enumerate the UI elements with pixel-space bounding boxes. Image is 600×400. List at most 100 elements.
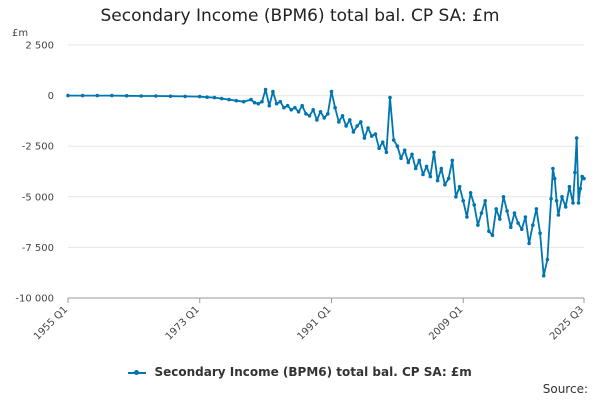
data-point[interactable] <box>348 118 352 122</box>
data-point[interactable] <box>249 97 253 102</box>
data-point[interactable] <box>359 120 363 124</box>
data-point[interactable] <box>402 148 407 152</box>
data-point[interactable] <box>446 176 451 181</box>
data-point[interactable] <box>541 273 546 278</box>
data-point[interactable] <box>267 103 272 108</box>
data-point[interactable] <box>454 195 458 199</box>
data-point[interactable] <box>421 172 425 177</box>
data-point[interactable] <box>574 136 579 140</box>
data-point[interactable] <box>252 100 257 105</box>
data-point[interactable] <box>183 94 187 99</box>
data-point[interactable] <box>512 211 517 215</box>
data-point[interactable] <box>552 176 557 181</box>
data-point[interactable] <box>388 95 392 100</box>
data-point[interactable] <box>311 108 316 112</box>
data-point[interactable] <box>494 207 499 211</box>
data-point[interactable] <box>110 93 114 98</box>
data-point[interactable] <box>256 101 261 106</box>
data-point[interactable] <box>516 221 520 225</box>
data-point[interactable] <box>241 99 246 104</box>
data-point[interactable] <box>139 94 143 98</box>
data-point[interactable] <box>205 95 209 99</box>
data-point[interactable] <box>556 213 561 217</box>
data-point[interactable] <box>549 197 553 201</box>
data-point[interactable] <box>333 105 337 110</box>
data-point[interactable] <box>66 93 70 98</box>
data-point[interactable] <box>432 150 436 155</box>
data-point[interactable] <box>505 209 509 213</box>
data-point[interactable] <box>373 132 378 136</box>
data-point[interactable] <box>300 103 305 108</box>
data-point[interactable] <box>384 150 389 155</box>
legend[interactable]: Secondary Income (BPM6) total bal. CP SA… <box>0 365 600 379</box>
data-point[interactable] <box>234 98 239 103</box>
data-point[interactable] <box>563 205 568 209</box>
data-point[interactable] <box>168 94 173 98</box>
data-point[interactable] <box>391 138 396 142</box>
data-point[interactable] <box>435 178 440 183</box>
data-point[interactable] <box>534 207 539 211</box>
data-point[interactable] <box>124 94 129 98</box>
data-point[interactable] <box>344 124 348 128</box>
data-point[interactable] <box>340 114 345 118</box>
data-point[interactable] <box>560 195 564 199</box>
data-point[interactable] <box>424 164 429 169</box>
data-point[interactable] <box>406 160 411 165</box>
data-point[interactable] <box>278 99 283 104</box>
data-point[interactable] <box>450 158 455 163</box>
data-point[interactable] <box>545 257 550 262</box>
data-point[interactable] <box>219 96 224 101</box>
data-point[interactable] <box>369 134 374 138</box>
data-point[interactable] <box>282 105 286 110</box>
data-point[interactable] <box>523 215 528 219</box>
data-point[interactable] <box>322 116 327 120</box>
data-point[interactable] <box>399 156 403 161</box>
data-point[interactable] <box>329 89 334 94</box>
data-point[interactable] <box>410 152 414 157</box>
data-point[interactable] <box>428 174 433 179</box>
data-point[interactable] <box>578 186 583 191</box>
data-point[interactable] <box>315 118 319 122</box>
data-point[interactable] <box>377 146 381 150</box>
data-point[interactable] <box>154 94 158 98</box>
data-point[interactable] <box>395 144 400 148</box>
data-point[interactable] <box>285 103 290 108</box>
data-point[interactable] <box>567 184 572 189</box>
data-point[interactable] <box>362 136 367 140</box>
data-point[interactable] <box>476 223 480 227</box>
data-point[interactable] <box>380 140 385 144</box>
data-point[interactable] <box>366 126 370 130</box>
data-point[interactable] <box>197 94 202 99</box>
data-point[interactable] <box>296 110 301 114</box>
data-point[interactable] <box>304 112 308 116</box>
data-point[interactable] <box>293 105 297 110</box>
data-point[interactable] <box>571 201 575 205</box>
data-point[interactable] <box>483 199 488 203</box>
data-point[interactable] <box>538 231 542 235</box>
data-point[interactable] <box>551 166 555 171</box>
data-point[interactable] <box>307 114 312 118</box>
data-point[interactable] <box>582 176 586 181</box>
data-point[interactable] <box>227 97 231 102</box>
data-point[interactable] <box>212 95 217 100</box>
data-point[interactable] <box>520 227 524 231</box>
data-point[interactable] <box>443 182 447 187</box>
data-point[interactable] <box>461 199 466 203</box>
data-point[interactable] <box>554 199 559 203</box>
data-point[interactable] <box>289 108 294 112</box>
data-point[interactable] <box>351 130 356 134</box>
data-point[interactable] <box>274 101 279 106</box>
data-point[interactable] <box>468 191 473 195</box>
data-point[interactable] <box>479 211 484 215</box>
data-point[interactable] <box>501 195 506 199</box>
data-point[interactable] <box>439 166 444 171</box>
data-point[interactable] <box>573 170 577 175</box>
data-point[interactable] <box>417 158 422 163</box>
data-point[interactable] <box>457 184 462 189</box>
data-point[interactable] <box>527 241 531 246</box>
data-point[interactable] <box>326 112 330 116</box>
data-point[interactable] <box>531 223 535 227</box>
data-point[interactable] <box>413 166 418 171</box>
data-point[interactable] <box>95 93 100 98</box>
data-point[interactable] <box>465 215 469 219</box>
